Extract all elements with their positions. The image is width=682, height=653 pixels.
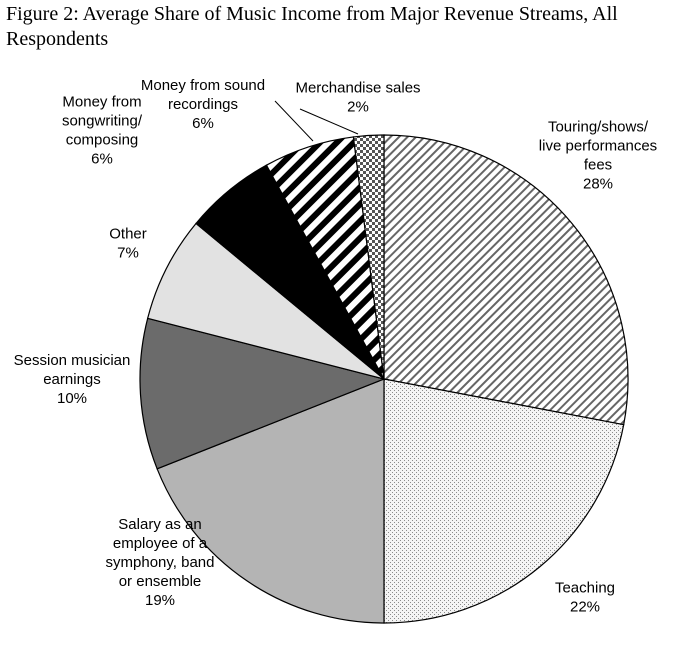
slice-label-session-musician-earnings: Session musician earnings 10% <box>14 352 131 407</box>
slice-label-salary-as-an-employee-of-a-symphony-band-or-ensemble: Salary as an employee of a symphony, band o… <box>106 516 215 609</box>
pie-slice-session-musician-earnings <box>139 317 386 470</box>
slice-label-touring-shows-live-performances-fees: Touring/shows/live performances fees 28% <box>539 119 657 193</box>
slice-label-teaching: Teaching 22% <box>555 580 615 616</box>
chart-title: Figure 2: Average Share of Music Income … <box>6 3 618 50</box>
slice-label-money-from-sound-recordings: Money from sound recordings 6% <box>141 77 265 132</box>
leader-line-merchandise-sales <box>299 108 359 135</box>
slice-label-money-from-songwriting-composing: Money from songwriting/composing 6% <box>62 94 143 168</box>
slice-label-merchandise-sales: Merchandise sales 2% <box>295 80 420 116</box>
leader-line-money-from-sound-recordings <box>274 100 314 142</box>
pie-slice-merchandise-sales <box>352 134 385 380</box>
pie-slice-other <box>146 222 385 380</box>
pie-slice-teaching <box>383 378 625 624</box>
slice-label-other: Other 7% <box>109 226 147 262</box>
pie-slice-touring-shows-live-performances-fees <box>383 134 629 426</box>
pie-slice-salary-as-an-employee-of-a-symphony-band-or-ensemble <box>156 378 385 624</box>
